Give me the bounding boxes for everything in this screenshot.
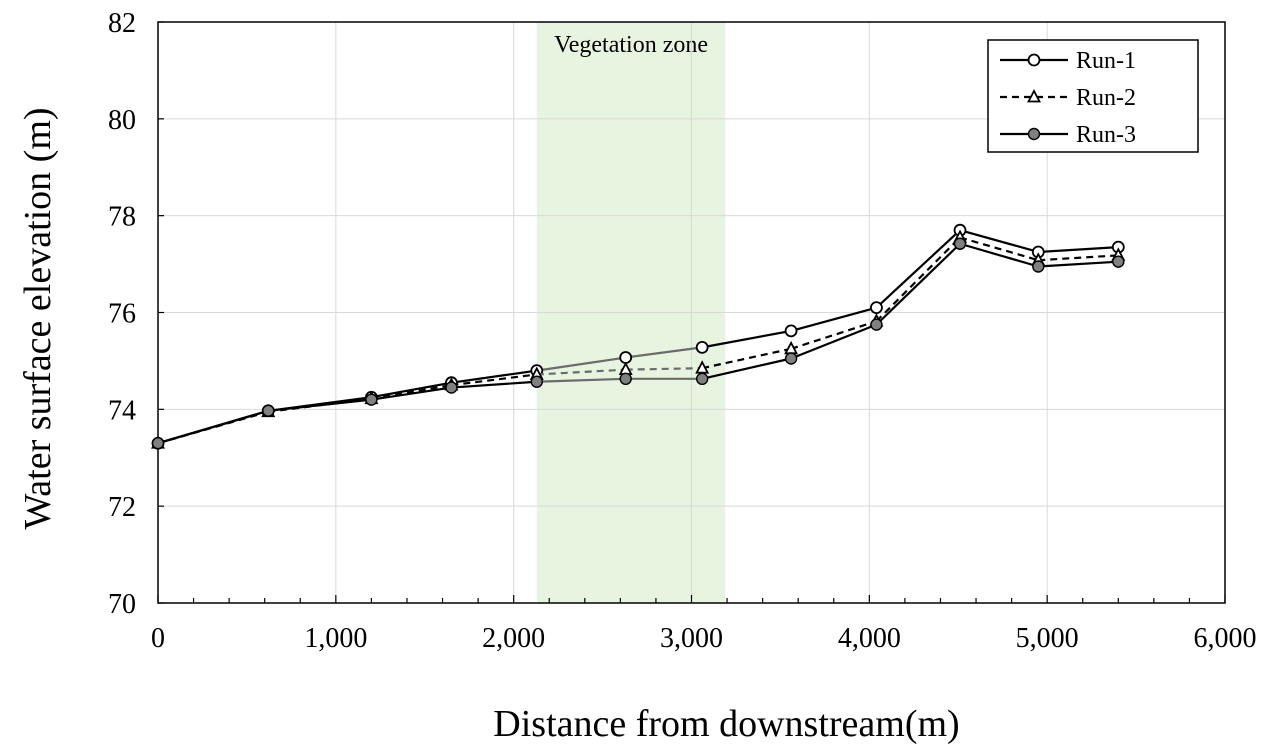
series-line-segment [790,323,877,360]
legend-label: Run-2 [1076,85,1136,111]
series-line-segment [625,346,703,359]
series-line-segment [451,373,537,387]
series-line-segment [875,236,961,322]
y-tick-label: 78 [108,202,136,233]
data-point [695,372,709,386]
data-point [953,237,967,250]
data-point [530,375,543,388]
series-line-segment [451,369,537,384]
axes-layer: 0 1,000 2,000 3,000 4,000 5,000 6,000 70 72 74 76 7… [108,8,1257,654]
y-axis-title: Water surface elevation (m) [17,107,59,529]
x-tick-label: 2,000 [482,623,545,654]
series-line-segment [371,384,452,400]
x-tick-label: 4,000 [838,623,901,654]
data-point [1112,255,1125,268]
legend: Run-1 Run-2 Run-3 [987,39,1199,153]
y-tick-label: 72 [108,492,136,523]
data-point [262,404,275,417]
series-run-3 [151,237,1125,450]
data-point [784,352,798,365]
y-tick-label: 80 [108,105,136,136]
series-line-segment [701,357,792,380]
series-line-segment [451,380,537,389]
data-point [619,372,632,386]
data-point [695,340,709,354]
legend-marker [1027,53,1041,67]
x-tick-label: 0 [151,623,165,654]
series-line-segment [536,377,626,383]
series-line-segment [790,320,877,350]
series-line-segment [157,409,269,445]
series-line-segment [959,229,1039,254]
series-line-segment [701,347,792,370]
series-line-segment [959,236,1039,262]
x-tick-label: 3,000 [660,623,723,654]
x-tick-label: 1,000 [304,623,367,654]
series-line-segment [268,398,372,412]
x-axis-title: Distance from downstream(m) [493,703,959,745]
data-point [1032,260,1045,273]
data-point [365,393,378,406]
vegetation-zone-label: Vegetation zone [554,32,708,58]
axis-labels-layer: Distance from downstream(m) Water surface… [17,107,960,745]
series-line-segment [1038,254,1119,262]
data-point [870,301,883,315]
series-line-segment [536,356,626,372]
y-tick-label: 70 [108,589,136,620]
series-line-segment [875,242,961,326]
data-point [445,381,458,394]
series-layer [151,223,1126,450]
series-line-segment [1038,260,1119,268]
series-line-segment [959,242,1039,268]
series-line-segment [536,368,626,376]
series-line-segment [625,367,703,371]
x-tick-label: 6,000 [1194,623,1257,654]
legend-marker [1027,89,1041,103]
y-tick-label: 76 [108,299,136,330]
y-tick-label: 82 [108,8,136,39]
legend-label: Run-1 [1076,48,1136,74]
series-line-segment [371,386,452,401]
data-point [619,351,633,364]
data-point [870,318,883,331]
series-line-segment [701,329,792,349]
series-line-segment [1038,246,1119,254]
series-line-segment [790,306,877,332]
legend-label: Run-3 [1076,122,1136,148]
x-tick-label: 5,000 [1016,623,1079,654]
legend-marker [1027,127,1041,141]
series-line-segment [875,229,961,309]
data-point [151,437,165,450]
y-tick-label: 74 [108,395,136,426]
series-line-segment [371,381,452,399]
data-point [784,324,798,338]
